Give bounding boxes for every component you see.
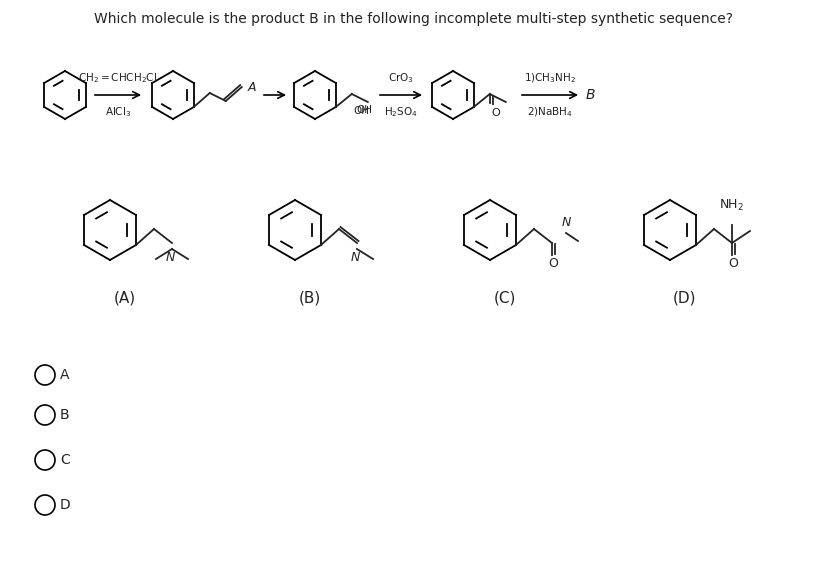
Text: A: A xyxy=(60,368,70,382)
Text: $\mathregular{1) CH_3NH_2}$: $\mathregular{1) CH_3NH_2}$ xyxy=(523,72,575,85)
Text: (D): (D) xyxy=(672,290,696,305)
Text: $\mathregular{CH_2{=}CHCH_2Cl}$: $\mathregular{CH_2{=}CHCH_2Cl}$ xyxy=(79,71,157,85)
Text: (C): (C) xyxy=(493,290,516,305)
Text: C: C xyxy=(60,453,70,467)
Text: O: O xyxy=(727,257,737,270)
Text: O: O xyxy=(491,108,500,118)
Text: O: O xyxy=(547,257,557,270)
Text: N: N xyxy=(350,251,359,264)
Text: NH$_2$: NH$_2$ xyxy=(719,198,744,213)
Text: N: N xyxy=(165,251,175,264)
Text: D: D xyxy=(60,498,70,512)
Text: OH: OH xyxy=(355,105,372,115)
Text: $\mathregular{AlCl_3}$: $\mathregular{AlCl_3}$ xyxy=(104,105,131,119)
Text: $\mathregular{H_2SO_4}$: $\mathregular{H_2SO_4}$ xyxy=(383,105,417,119)
Text: Which molecule is the product B in the following incomplete multi-step synthetic: Which molecule is the product B in the f… xyxy=(94,12,733,26)
Text: (A): (A) xyxy=(113,290,136,305)
Text: A: A xyxy=(248,80,256,93)
Text: B: B xyxy=(60,408,70,422)
Text: $\mathregular{2) NaBH_4}$: $\mathregular{2) NaBH_4}$ xyxy=(527,105,572,119)
Text: N: N xyxy=(561,216,570,229)
Text: $\mathregular{CrO_3}$: $\mathregular{CrO_3}$ xyxy=(388,71,413,85)
Text: B: B xyxy=(585,88,595,102)
Text: (B): (B) xyxy=(299,290,320,305)
Text: OH: OH xyxy=(354,106,369,116)
